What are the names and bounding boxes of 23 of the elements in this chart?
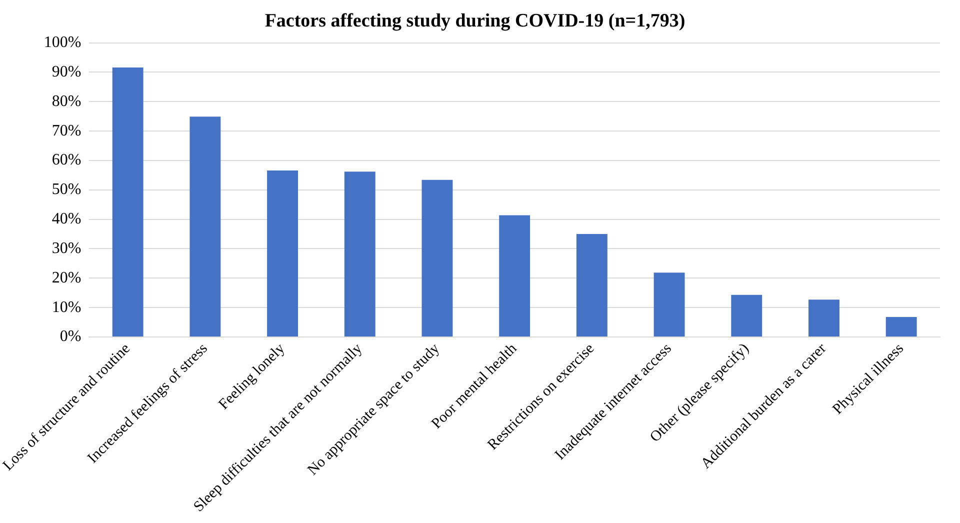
bar	[886, 316, 917, 336]
y-tick-label: 50%	[52, 181, 82, 198]
y-tick-label: 10%	[52, 298, 82, 316]
bar	[267, 170, 298, 336]
bar	[499, 215, 530, 336]
y-tick-label: 20%	[52, 269, 82, 286]
y-tick-label: 40%	[52, 210, 82, 228]
bar	[654, 272, 685, 336]
y-tick-label: 100%	[44, 34, 82, 52]
chart-title: Factors affecting study during COVID-19 (n=1,793)	[264, 10, 686, 32]
bar	[422, 180, 453, 336]
y-tick-label: 90%	[52, 63, 82, 80]
y-tick-label: 60%	[52, 152, 82, 169]
y-tick-label: 70%	[52, 122, 82, 140]
bar	[112, 68, 144, 336]
bar	[576, 234, 608, 336]
bar	[731, 294, 762, 336]
y-tick-label: 0%	[60, 328, 82, 346]
y-tick-label: 30%	[52, 240, 82, 257]
bar	[190, 116, 221, 336]
bar	[808, 300, 840, 336]
y-tick-label: 80%	[52, 92, 82, 110]
bar	[344, 172, 376, 336]
